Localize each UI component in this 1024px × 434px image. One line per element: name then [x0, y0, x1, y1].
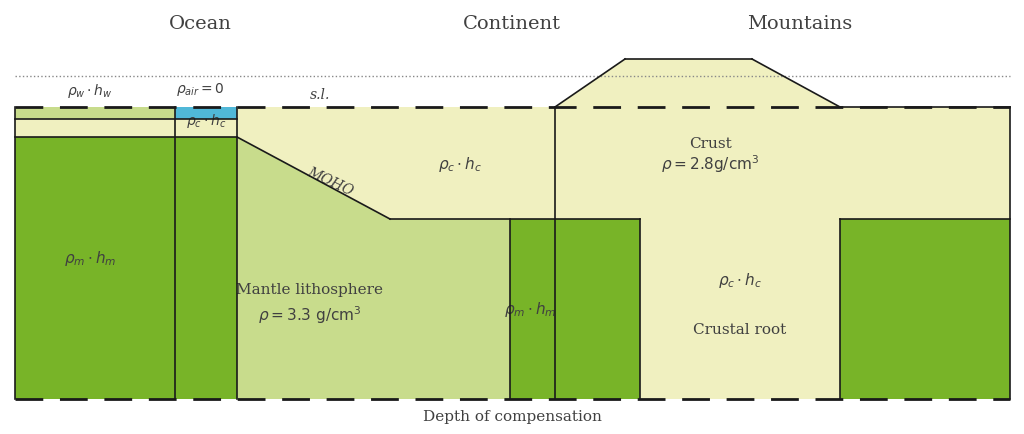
Polygon shape: [237, 138, 390, 399]
Text: $\rho = 2.8\mathrm{g/cm^3}$: $\rho = 2.8\mathrm{g/cm^3}$: [660, 153, 759, 174]
Text: Crust: Crust: [688, 137, 731, 151]
Text: $\rho_{air} = 0$: $\rho_{air} = 0$: [176, 81, 224, 98]
Text: MOHO: MOHO: [305, 164, 355, 198]
Text: $\rho_c \cdot h_c$: $\rho_c \cdot h_c$: [185, 112, 226, 130]
Text: Crustal root: Crustal root: [693, 322, 786, 336]
Polygon shape: [237, 108, 390, 220]
Polygon shape: [555, 220, 640, 399]
Polygon shape: [510, 220, 555, 399]
Text: Ocean: Ocean: [169, 15, 231, 33]
Polygon shape: [840, 220, 1010, 399]
Polygon shape: [175, 108, 237, 120]
Text: $\rho_c \cdot h_c$: $\rho_c \cdot h_c$: [438, 154, 482, 173]
Polygon shape: [15, 138, 175, 399]
Polygon shape: [175, 138, 237, 399]
Polygon shape: [15, 108, 1010, 399]
Text: Continent: Continent: [463, 15, 561, 33]
Text: $\rho_m \cdot h_m$: $\rho_m \cdot h_m$: [63, 249, 117, 268]
Polygon shape: [175, 120, 237, 138]
Text: Depth of compensation: Depth of compensation: [423, 409, 601, 423]
Text: $\rho_c \cdot h_c$: $\rho_c \cdot h_c$: [718, 270, 762, 289]
Polygon shape: [15, 77, 1010, 108]
Polygon shape: [390, 108, 555, 220]
Polygon shape: [555, 60, 1010, 399]
Text: $\rho_m \cdot h_m$: $\rho_m \cdot h_m$: [504, 300, 556, 319]
Text: s.l.: s.l.: [310, 88, 331, 102]
Text: $\rho = 3.3\ \mathrm{g/cm^3}$: $\rho = 3.3\ \mathrm{g/cm^3}$: [258, 303, 361, 325]
Text: $\rho_w \cdot h_w$: $\rho_w \cdot h_w$: [68, 82, 113, 100]
Text: Mountains: Mountains: [748, 15, 853, 33]
Polygon shape: [15, 120, 175, 138]
Text: Mantle lithosphere: Mantle lithosphere: [237, 283, 384, 296]
